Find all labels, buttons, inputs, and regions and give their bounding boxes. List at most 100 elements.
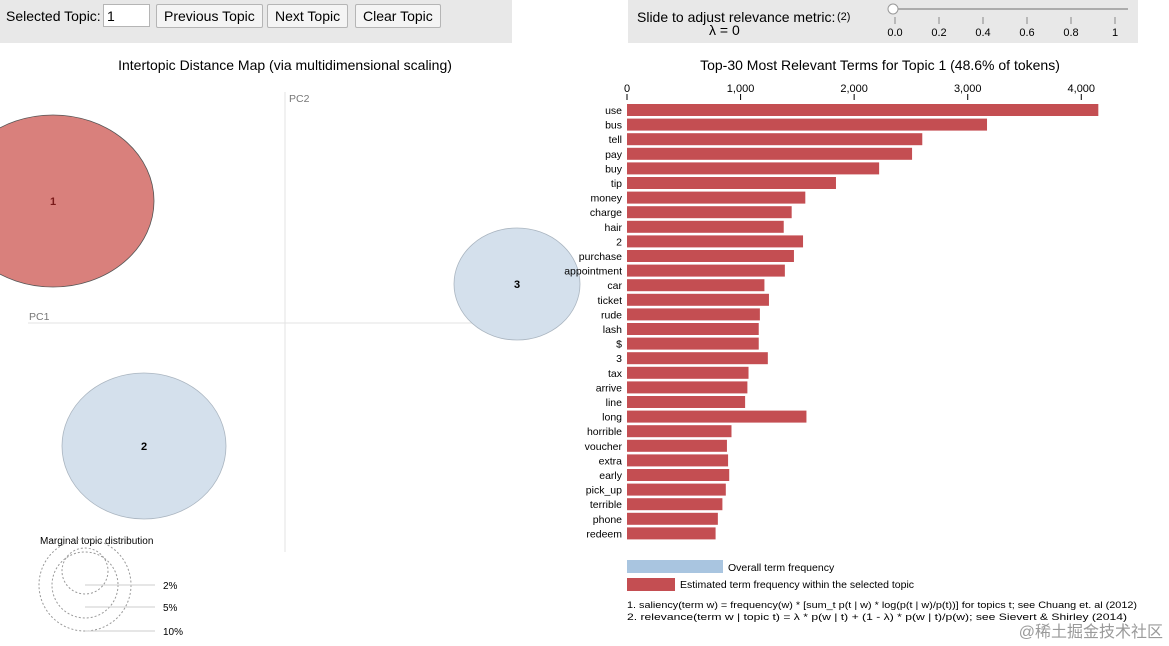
next-topic-button[interactable]: Next Topic bbox=[267, 4, 349, 28]
term-label-buy[interactable]: buy bbox=[605, 163, 623, 175]
marginal-label-5pct: 5% bbox=[163, 603, 178, 614]
clear-topic-button[interactable]: Clear Topic bbox=[355, 4, 441, 28]
term-label-voucher[interactable]: voucher bbox=[585, 441, 623, 453]
intertopic-map-title: Intertopic Distance Map (via multidimens… bbox=[118, 57, 452, 73]
term-label-tip[interactable]: tip bbox=[611, 178, 622, 190]
bar-ticket[interactable] bbox=[627, 293, 769, 306]
bar-charge[interactable] bbox=[627, 206, 792, 219]
slider-tick-label-0: 0.0 bbox=[887, 27, 902, 39]
term-label-hair[interactable]: hair bbox=[604, 222, 622, 234]
selected-topic-label: Selected Topic: bbox=[6, 8, 101, 24]
term-label-tell[interactable]: tell bbox=[609, 134, 622, 146]
bar-extra[interactable] bbox=[627, 454, 729, 467]
bar-lash[interactable] bbox=[627, 323, 759, 335]
term-label-money[interactable]: money bbox=[590, 193, 622, 205]
bar-money[interactable] bbox=[627, 191, 806, 204]
marginal-label-2pct: 2% bbox=[163, 581, 178, 592]
relevance-controls-bar: Slide to adjust relevance metric: (2) λ … bbox=[628, 0, 1138, 43]
bar-buy[interactable] bbox=[627, 162, 880, 175]
term-label-phone[interactable]: phone bbox=[593, 514, 622, 526]
term-label-line[interactable]: line bbox=[606, 397, 623, 409]
term-label-ticket[interactable]: ticket bbox=[597, 295, 622, 307]
slider-tick-label-3: 0.6 bbox=[1019, 27, 1034, 39]
bar-2[interactable] bbox=[627, 235, 804, 248]
marginal-distribution-title: Marginal topic distribution bbox=[40, 536, 153, 547]
term-label-$[interactable]: $ bbox=[616, 339, 622, 351]
topic-circle-3[interactable] bbox=[453, 227, 581, 341]
term-label-horrible[interactable]: horrible bbox=[587, 426, 622, 438]
topic-circle-2[interactable] bbox=[61, 372, 227, 520]
lambda-value: λ = 0 bbox=[709, 22, 740, 38]
slider-label: Slide to adjust relevance metric: bbox=[637, 9, 836, 25]
bar-hair[interactable] bbox=[627, 220, 784, 233]
term-label-3[interactable]: 3 bbox=[616, 353, 622, 365]
bar-purchase[interactable] bbox=[627, 250, 794, 262]
bar-voucher[interactable] bbox=[627, 439, 727, 452]
topic-controls-bar: Selected Topic: Previous Topic Next Topi… bbox=[0, 0, 512, 43]
x-tick-label-3: 3,000 bbox=[954, 83, 982, 95]
slider-tick-label-2: 0.4 bbox=[975, 27, 990, 39]
term-label-bus[interactable]: bus bbox=[605, 120, 622, 132]
bar-pay[interactable] bbox=[627, 147, 913, 160]
term-label-terrible[interactable]: terrible bbox=[590, 499, 622, 511]
watermark: @稀土掘金技术社区 bbox=[1018, 624, 1163, 641]
topic-label-3: 3 bbox=[514, 279, 520, 291]
term-label-lash[interactable]: lash bbox=[603, 324, 622, 336]
chart-title: Top-30 Most Relevant Terms for Topic 1 (… bbox=[700, 57, 1060, 73]
legend-estimated-label: Estimated term frequency within the sele… bbox=[680, 579, 914, 591]
bar-rude[interactable] bbox=[627, 308, 760, 321]
bar-$[interactable] bbox=[627, 337, 759, 350]
term-label-tax[interactable]: tax bbox=[608, 368, 623, 380]
term-label-long[interactable]: long bbox=[602, 412, 622, 424]
x-tick-label-1: 1,000 bbox=[727, 83, 755, 95]
bar-horrible[interactable] bbox=[627, 425, 732, 438]
slider-ticks: 0.0 0.2 0.4 0.6 0.8 1 bbox=[887, 17, 1118, 39]
bar-arrive[interactable] bbox=[627, 381, 748, 394]
term-label-2[interactable]: 2 bbox=[616, 236, 622, 248]
term-label-car[interactable]: car bbox=[607, 280, 622, 292]
topic-label-1: 1 bbox=[50, 196, 56, 208]
slider-tick-label-1: 0.2 bbox=[931, 27, 946, 39]
bar-early[interactable] bbox=[627, 469, 730, 481]
bar-tell[interactable] bbox=[627, 133, 923, 146]
term-label-charge[interactable]: charge bbox=[590, 207, 622, 219]
bar-redeem[interactable] bbox=[627, 527, 716, 540]
bar-tip[interactable] bbox=[627, 177, 836, 189]
bar-car[interactable] bbox=[627, 279, 765, 292]
slider-handle[interactable] bbox=[887, 3, 899, 15]
term-label-redeem[interactable]: redeem bbox=[586, 528, 622, 540]
term-label-pay[interactable]: pay bbox=[605, 149, 623, 161]
bar-tax[interactable] bbox=[627, 366, 749, 379]
slider-tick-label-5: 1 bbox=[1112, 27, 1118, 39]
bar-use[interactable] bbox=[627, 104, 1099, 116]
bar-appointment[interactable] bbox=[627, 264, 785, 277]
term-label-pick_up[interactable]: pick_up bbox=[586, 485, 622, 497]
term-label-appointment[interactable]: appointment bbox=[564, 266, 622, 278]
bar-phone[interactable] bbox=[627, 512, 718, 525]
relevance-slider[interactable]: 0.0 0.2 0.4 0.6 0.8 1 bbox=[887, 3, 1128, 39]
marginal-circle-2pct bbox=[61, 547, 109, 595]
term-label-purchase[interactable]: purchase bbox=[579, 251, 622, 263]
x-tick-label-0: 0 bbox=[624, 83, 630, 95]
bar-long[interactable] bbox=[627, 410, 807, 423]
bar-bus[interactable] bbox=[627, 118, 988, 131]
term-label-extra[interactable]: extra bbox=[599, 455, 623, 467]
bar-terrible[interactable] bbox=[627, 498, 723, 511]
bar-line[interactable] bbox=[627, 396, 746, 408]
marginal-distribution-legend: 2% 5% 10% bbox=[38, 538, 183, 638]
term-label-arrive[interactable]: arrive bbox=[596, 382, 622, 394]
previous-topic-button[interactable]: Previous Topic bbox=[156, 4, 263, 28]
topic-circle-1[interactable] bbox=[0, 114, 155, 288]
selected-topic-input[interactable] bbox=[103, 4, 150, 27]
topic-label-2: 2 bbox=[141, 441, 147, 453]
term-label-use[interactable]: use bbox=[605, 105, 622, 117]
slider-footnote-marker: (2) bbox=[837, 11, 851, 23]
marginal-label-10pct: 10% bbox=[163, 627, 183, 638]
legend-overall-swatch bbox=[627, 560, 723, 573]
term-label-rude[interactable]: rude bbox=[601, 309, 622, 321]
bar-3[interactable] bbox=[627, 352, 768, 365]
slider-tick-label-4: 0.8 bbox=[1063, 27, 1078, 39]
bar-pick_up[interactable] bbox=[627, 483, 726, 496]
term-label-early[interactable]: early bbox=[599, 470, 623, 482]
